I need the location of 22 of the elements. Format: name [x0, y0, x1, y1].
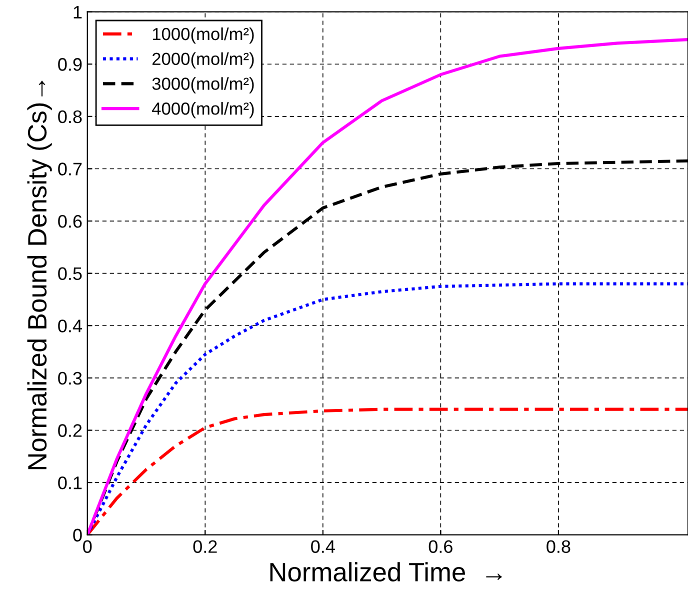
x-tick-label: 0.2: [193, 540, 217, 553]
x-axis-title: Normalized Time →: [270, 562, 502, 582]
y-tick-label: 0.1: [58, 476, 82, 490]
legend-label: 2000(mol/m²): [152, 52, 254, 68]
y-tick-label: 1: [74, 6, 82, 18]
y-tick-label: 0.6: [58, 214, 82, 228]
y-tick-label: 0.4: [58, 320, 82, 332]
x-tick-label: 0: [83, 540, 92, 553]
legend-label: 3000(mol/m²): [152, 77, 254, 94]
legend-label: 4000(mol/m²): [152, 102, 254, 118]
y-tick-label: 0.9: [58, 58, 82, 71]
x-tick-label: 0.6: [428, 540, 452, 553]
y-axis-title: Normalized Bound Density (Cs)→: [27, 80, 52, 470]
y-tick-label: 0.3: [58, 372, 82, 385]
y-tick-label: 0: [73, 528, 82, 542]
y-tick-label: 0.2: [58, 424, 82, 437]
legend-label: 1000(mol/m²): [152, 27, 254, 44]
x-tick-label: 0.4: [311, 540, 335, 553]
y-tick-label: 0.7: [58, 162, 82, 176]
y-tick-label: 0.5: [58, 267, 82, 280]
x-tick-label: 0.8: [546, 540, 570, 553]
y-tick-label: 0.8: [58, 110, 82, 124]
